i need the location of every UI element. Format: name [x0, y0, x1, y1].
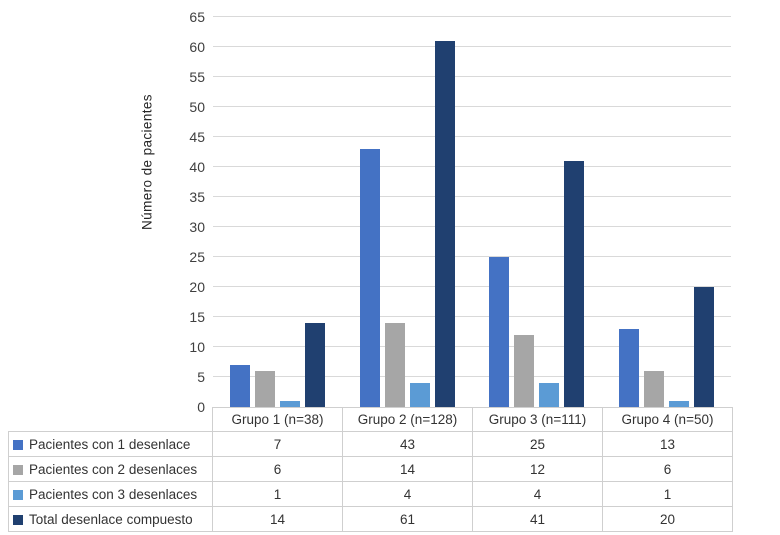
bar-series2-group1 — [255, 371, 276, 407]
bar-series2-group3 — [514, 335, 535, 407]
table-row: Total desenlace compuesto 14 61 41 20 — [8, 506, 733, 532]
gridline — [213, 46, 731, 47]
legend-cell: Total desenlace compuesto — [8, 506, 213, 532]
table-body: Pacientes con 1 desenlace 7 43 25 13 Paciente… — [8, 431, 733, 532]
legend-cell: Pacientes con 1 desenlace — [8, 431, 213, 457]
value-cell-series1-group1: 7 — [212, 431, 343, 457]
value-cell-series2-group3: 12 — [472, 456, 603, 482]
y-tick-label: 55 — [189, 69, 205, 85]
column-header-group-3: Grupo 3 (n=111) — [472, 407, 603, 432]
legend-label: Total desenlace compuesto — [29, 511, 193, 527]
table-header-row: Grupo 1 (n=38) Grupo 2 (n=128) Grupo 3 (n=… — [9, 407, 733, 432]
value-cell-series4-group2: 61 — [342, 506, 473, 532]
gridline — [213, 346, 731, 347]
y-tick-label: 10 — [189, 339, 205, 355]
bar-series4-group1 — [305, 323, 326, 407]
bar-series3-group4 — [668, 401, 689, 407]
legend-swatch-icon — [13, 514, 23, 525]
y-axis-title: Número de pacientes — [139, 94, 155, 230]
bar-series1-group2 — [359, 149, 380, 407]
bar-series2-group4 — [643, 371, 664, 407]
value-cell-series1-group3: 25 — [472, 431, 603, 457]
value-cell-series4-group3: 41 — [472, 506, 603, 532]
bar-series3-group1 — [280, 401, 301, 407]
gridline — [213, 16, 731, 17]
gridline — [213, 76, 731, 77]
table-row: Pacientes con 1 desenlace 7 43 25 13 — [8, 431, 733, 457]
value-cell-series2-group1: 6 — [212, 456, 343, 482]
y-tick-label: 65 — [189, 9, 205, 25]
y-tick-label: 35 — [189, 189, 205, 205]
bar-series1-group1 — [230, 365, 251, 407]
bar-series3-group2 — [409, 383, 430, 407]
bar-group-3 — [472, 17, 602, 407]
bar-series4-group3 — [564, 161, 585, 407]
y-tick-label: 25 — [189, 249, 205, 265]
bar-group-1 — [213, 17, 343, 407]
bar-group-4 — [602, 17, 732, 407]
table-row: Pacientes con 2 desenlaces 6 14 12 6 — [8, 456, 733, 482]
value-cell-series4-group1: 14 — [212, 506, 343, 532]
value-cell-series3-group3: 4 — [472, 481, 603, 507]
legend-swatch-icon — [13, 439, 23, 450]
value-cell-series3-group2: 4 — [342, 481, 473, 507]
y-tick-label: 50 — [189, 99, 205, 115]
value-cell-series1-group4: 13 — [602, 431, 733, 457]
value-cell-series2-group2: 14 — [342, 456, 473, 482]
bar-group-2 — [343, 17, 473, 407]
gridline — [213, 196, 731, 197]
column-header-group-1: Grupo 1 (n=38) — [212, 407, 343, 432]
bar-series4-group2 — [434, 41, 455, 407]
legend-label: Pacientes con 3 desenlaces — [29, 486, 198, 502]
gridline — [213, 316, 731, 317]
legend-label: Pacientes con 2 desenlaces — [29, 461, 198, 477]
legend-swatch-icon — [13, 489, 23, 500]
gridline — [213, 106, 731, 107]
gridline — [213, 376, 731, 377]
bar-series1-group4 — [618, 329, 639, 407]
y-tick-label: 15 — [189, 309, 205, 325]
y-tick-label: 5 — [197, 369, 205, 385]
legend-cell: Pacientes con 2 desenlaces — [8, 456, 213, 482]
data-table: Grupo 1 (n=38) Grupo 2 (n=128) Grupo 3 (n=… — [8, 407, 733, 532]
gridline — [213, 136, 731, 137]
value-cell-series3-group4: 1 — [602, 481, 733, 507]
table-row: Pacientes con 3 desenlaces 1 4 4 1 — [8, 481, 733, 507]
legend-swatch-icon — [13, 464, 23, 475]
gridline — [213, 286, 731, 287]
plot-area — [213, 16, 732, 407]
y-tick-label: 60 — [189, 39, 205, 55]
bar-series3-group3 — [539, 383, 560, 407]
gridline — [213, 256, 731, 257]
y-tick-label: 30 — [189, 219, 205, 235]
gridline — [213, 166, 731, 167]
gridline — [213, 226, 731, 227]
value-cell-series4-group4: 20 — [602, 506, 733, 532]
bar-series4-group4 — [693, 287, 714, 407]
bar-series1-group3 — [489, 257, 510, 407]
column-header-group-2: Grupo 2 (n=128) — [342, 407, 473, 432]
y-tick-label: 20 — [189, 279, 205, 295]
y-tick-label: 45 — [189, 129, 205, 145]
column-header-group-4: Grupo 4 (n=50) — [602, 407, 733, 432]
y-tick-label: 0 — [197, 399, 205, 415]
value-cell-series1-group2: 43 — [342, 431, 473, 457]
value-cell-series2-group4: 6 — [602, 456, 733, 482]
legend-label: Pacientes con 1 desenlace — [29, 436, 191, 452]
y-tick-label: 40 — [189, 159, 205, 175]
legend-cell: Pacientes con 3 desenlaces — [8, 481, 213, 507]
bar-series2-group2 — [384, 323, 405, 407]
value-cell-series3-group1: 1 — [212, 481, 343, 507]
